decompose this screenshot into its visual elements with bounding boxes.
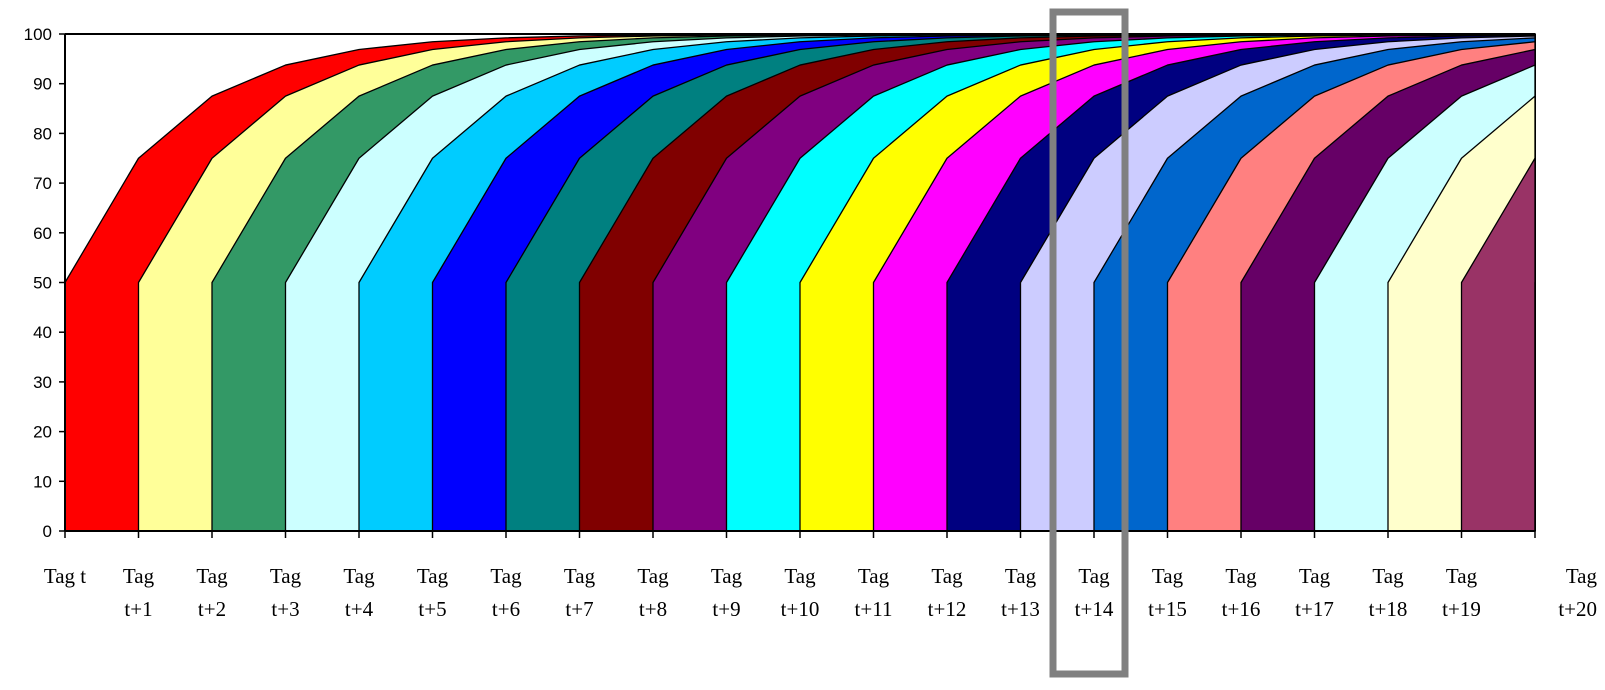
x-tick-label: Tag: [1372, 564, 1404, 588]
x-tick-label: t+14: [1075, 597, 1114, 621]
x-tick-label: Tag: [1566, 564, 1598, 588]
highlight-overlay: [1049, 8, 1129, 678]
x-axis-ticks: Tag t Tag t+1 Tag t+2 Tag t+3 Tag t+4 Tag t+5 Tag t+…: [44, 531, 1598, 621]
x-tick-label: t+3: [271, 597, 299, 621]
x-tick-label: t+13: [1001, 597, 1040, 621]
x-tick-label: Tag: [490, 564, 522, 588]
x-tick-label: Tag t: [44, 564, 86, 588]
x-tick-label: t+15: [1148, 597, 1187, 621]
x-tick-label: t+18: [1369, 597, 1408, 621]
y-tick-label: 30: [33, 373, 52, 392]
x-tick-label: Tag: [637, 564, 669, 588]
series-areas: [64, 33, 1536, 532]
x-tick-label: Tag: [711, 564, 743, 588]
x-tick-label: Tag: [343, 564, 375, 588]
x-tick-label: t+8: [639, 597, 667, 621]
x-tick-label: Tag: [564, 564, 596, 588]
x-tick-label: t+4: [345, 597, 374, 621]
highlight-frame: [1049, 8, 1129, 678]
x-tick-label: t+7: [565, 597, 593, 621]
y-tick-label: 100: [24, 25, 52, 44]
x-tick-label: t+20: [1558, 597, 1597, 621]
x-tick-label: Tag: [931, 564, 963, 588]
y-tick-label: 40: [33, 323, 52, 342]
x-tick-label: Tag: [1299, 564, 1331, 588]
x-tick-label: t+12: [928, 597, 967, 621]
x-tick-label: t+19: [1442, 597, 1481, 621]
x-tick-label: Tag: [196, 564, 228, 588]
y-tick-label: 90: [33, 75, 52, 94]
x-tick-label: t+10: [781, 597, 820, 621]
x-tick-label: Tag: [1005, 564, 1037, 588]
x-tick-label: Tag: [1152, 564, 1184, 588]
x-tick-label: t+1: [124, 597, 152, 621]
x-tick-label: t+6: [492, 597, 520, 621]
x-tick-label: Tag: [1446, 564, 1478, 588]
x-tick-label: t+11: [855, 597, 893, 621]
x-tick-label: t+17: [1295, 597, 1334, 621]
y-tick-label: 0: [43, 522, 52, 541]
x-tick-label: t+2: [198, 597, 226, 621]
x-tick-label: Tag: [270, 564, 302, 588]
y-tick-label: 60: [33, 224, 52, 243]
y-tick-label: 20: [33, 423, 52, 442]
x-tick-label: t+16: [1222, 597, 1261, 621]
x-tick-label: Tag: [1078, 564, 1110, 588]
y-axis-ticks: 0 10 20 30 40 50 60 70 80 90 100: [24, 25, 65, 541]
y-tick-label: 50: [33, 274, 52, 293]
x-tick-label: Tag: [784, 564, 816, 588]
x-tick-label: Tag: [123, 564, 155, 588]
x-tick-label: t+9: [712, 597, 740, 621]
y-tick-label: 70: [33, 174, 52, 193]
y-tick-label: 80: [33, 124, 52, 143]
x-tick-label: Tag: [1225, 564, 1257, 588]
x-tick-label: t+5: [418, 597, 446, 621]
x-tick-label: Tag: [417, 564, 449, 588]
y-tick-label: 10: [33, 472, 52, 491]
x-tick-label: Tag: [858, 564, 890, 588]
